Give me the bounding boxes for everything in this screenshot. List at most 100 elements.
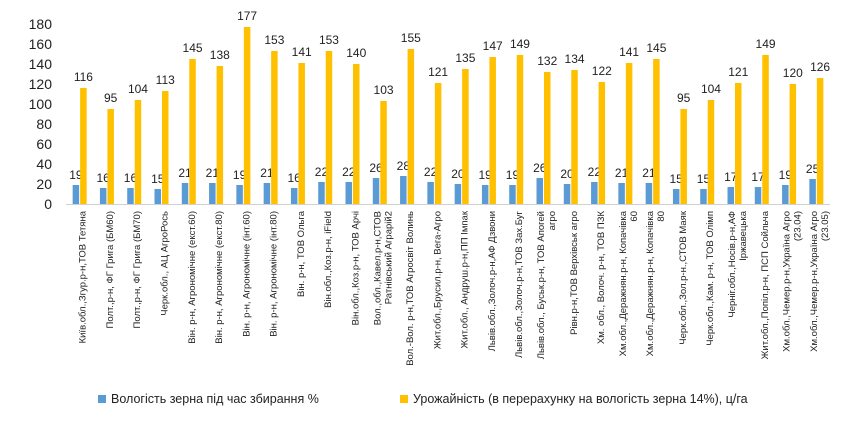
data-label-yield: 153: [264, 33, 284, 47]
category-label: Він. р-н, Агрономічне (екст.60): [187, 211, 198, 344]
data-label-moisture: 22: [315, 165, 329, 179]
data-label-moisture: 21: [260, 166, 274, 180]
bar-yield: [298, 63, 305, 204]
data-label-yield: 116: [74, 70, 93, 84]
data-label-yield: 121: [728, 65, 748, 79]
bar-moisture: [236, 185, 243, 204]
bar-moisture: [427, 182, 434, 204]
category-label-group: Жит.обл.,Попіл.р-н, ПСП Сойльча: [760, 210, 771, 359]
category-label-group: Він. р-н, Агрономічне (екст.60): [187, 211, 198, 344]
bar-yield: [80, 88, 87, 204]
bar-moisture: [481, 185, 489, 204]
bar-moisture: [318, 182, 325, 204]
category-label-group: Черніг.обл.,Носів.р-н,АФ Іржавецька: [727, 210, 749, 317]
category-label-group: Він. р-н, Агрономічне (інт.80): [269, 211, 280, 337]
data-label-moisture: 16: [124, 171, 138, 185]
category-label-group: Він.обл.,Коз.р-н, iField: [323, 211, 334, 308]
category-label-group: Вол.-Вол. р-н,ТОВ Агросвіт Волинь: [405, 211, 416, 366]
data-label-moisture: 19: [233, 168, 247, 182]
bar-moisture: [154, 189, 161, 204]
bar-moisture: [72, 185, 80, 204]
bar-moisture: [754, 187, 762, 204]
category-label: Він.обл.,Коз.р-н, iField: [323, 211, 334, 308]
bar-yield: [434, 83, 442, 204]
data-label-yield: 95: [104, 91, 118, 105]
legend-item-moisture-swatch: [98, 395, 106, 403]
category-label: Він. р-н, Агрономічне (інт.80): [269, 211, 280, 337]
data-label-moisture: 19: [506, 168, 520, 182]
data-label-yield: 104: [128, 82, 148, 96]
category-label-group: Він. р-н, Агрономічне (екст.80): [214, 211, 225, 344]
bar-moisture: [209, 183, 216, 204]
bar-yield: [489, 57, 496, 204]
data-label-yield: 121: [428, 65, 448, 79]
data-label-moisture: 15: [697, 172, 711, 186]
bar-yield: [735, 83, 742, 204]
category-label: Хм.обл.,Деражнян.р-н, Копачівка: [618, 210, 629, 356]
category-label: Жит.обл., Андруш.р-н,ПП Імпак: [460, 210, 471, 348]
data-label-moisture: 21: [206, 166, 220, 180]
bar-yield: [243, 27, 251, 204]
category-label-group: Полт.,р-н, ФГ Грига (БМ60): [105, 211, 116, 328]
category-label-group: Львів.обл.,Золоч.р-н,ТОВ Зах.Буг: [514, 210, 525, 358]
data-label-yield: 177: [237, 9, 257, 23]
category-label-group: Львів.обл.,Золоч.р-н,АФ Дзвони: [487, 211, 498, 351]
category-label-group: Хм.обл.,Деражнян.р-н, Копачівка 60: [618, 210, 640, 356]
category-label: 80: [656, 211, 667, 222]
data-label-yield: 132: [537, 54, 557, 68]
category-label: Хм.обл.,Чемер.р-н,Україна Агро: [782, 211, 793, 352]
category-label-group: Черк.обл.,Зол.р-н.,СТОВ Маяк: [678, 210, 689, 345]
data-label-moisture: 26: [369, 161, 383, 175]
category-label: Хм.обл.,Деражнян.р-н, Копачівка: [645, 210, 656, 356]
bar-yield: [216, 66, 224, 204]
bar-yield: [407, 49, 415, 204]
bar-yield: [189, 59, 196, 204]
bar-yield: [680, 109, 687, 204]
category-label: Вол.-Вол. р-н,ТОВ Агросвіт Волинь: [405, 211, 416, 366]
category-label: Львів.обл.,Золоч.р-н,ТОВ Зах.Буг: [514, 210, 525, 358]
data-label-moisture: 16: [96, 171, 110, 185]
category-label-group: Черк.обл., АЦ АгроРось: [160, 211, 171, 316]
y-tick-label: 180: [29, 16, 53, 32]
data-label-moisture: 20: [451, 167, 465, 181]
bar-yield: [325, 51, 333, 204]
bar-moisture: [99, 188, 107, 204]
bar-moisture: [372, 178, 380, 204]
category-label: Львів.обл., Буськ.р-н, ТОВ Апогей: [536, 211, 547, 359]
category-label: Ратнівський Аграрій2: [383, 211, 394, 304]
data-label-moisture: 17: [724, 170, 738, 184]
data-label-yield: 134: [565, 52, 585, 66]
bar-yield: [107, 109, 114, 204]
bar-yield: [162, 91, 169, 204]
data-label-moisture: 21: [642, 166, 656, 180]
y-tick-label: 140: [29, 56, 53, 72]
bar-yield: [598, 82, 606, 204]
bar-moisture: [563, 184, 571, 204]
category-label-group: Львів.обл., Буськ.р-н, ТОВ Апогей агро: [536, 211, 558, 359]
y-tick-label: 120: [29, 76, 53, 92]
data-label-yield: 153: [319, 33, 339, 47]
data-label-moisture: 21: [178, 166, 192, 180]
data-label-moisture: 28: [397, 159, 411, 173]
data-label-yield: 104: [701, 82, 721, 96]
category-label: Вол.,обл.,Кавел.р-н,СТОВ: [372, 211, 383, 325]
bar-moisture: [181, 183, 189, 204]
bar-yield: [516, 55, 524, 204]
data-label-yield: 113: [156, 73, 175, 87]
bar-yield: [544, 72, 551, 204]
data-label-moisture: 22: [424, 165, 438, 179]
data-label-yield: 149: [756, 37, 776, 51]
data-label-yield: 138: [210, 48, 230, 62]
bar-yield: [353, 64, 360, 204]
y-tick-label: 80: [36, 116, 52, 132]
category-label: 60: [629, 211, 640, 222]
bar-moisture: [645, 183, 653, 204]
category-label-group: Він. р-н, Агрономічне (інт.60): [241, 211, 252, 337]
bar-yield: [271, 51, 278, 204]
bar-moisture: [809, 179, 816, 204]
data-label-yield: 145: [183, 41, 203, 55]
category-label-group: Вол.,обл.,Кавел.р-н,СТОВ Ратнівський Агра…: [372, 211, 394, 325]
category-label-group: Київ.обл.,Згур.р-н,ТОВ Тетяна: [78, 210, 89, 343]
